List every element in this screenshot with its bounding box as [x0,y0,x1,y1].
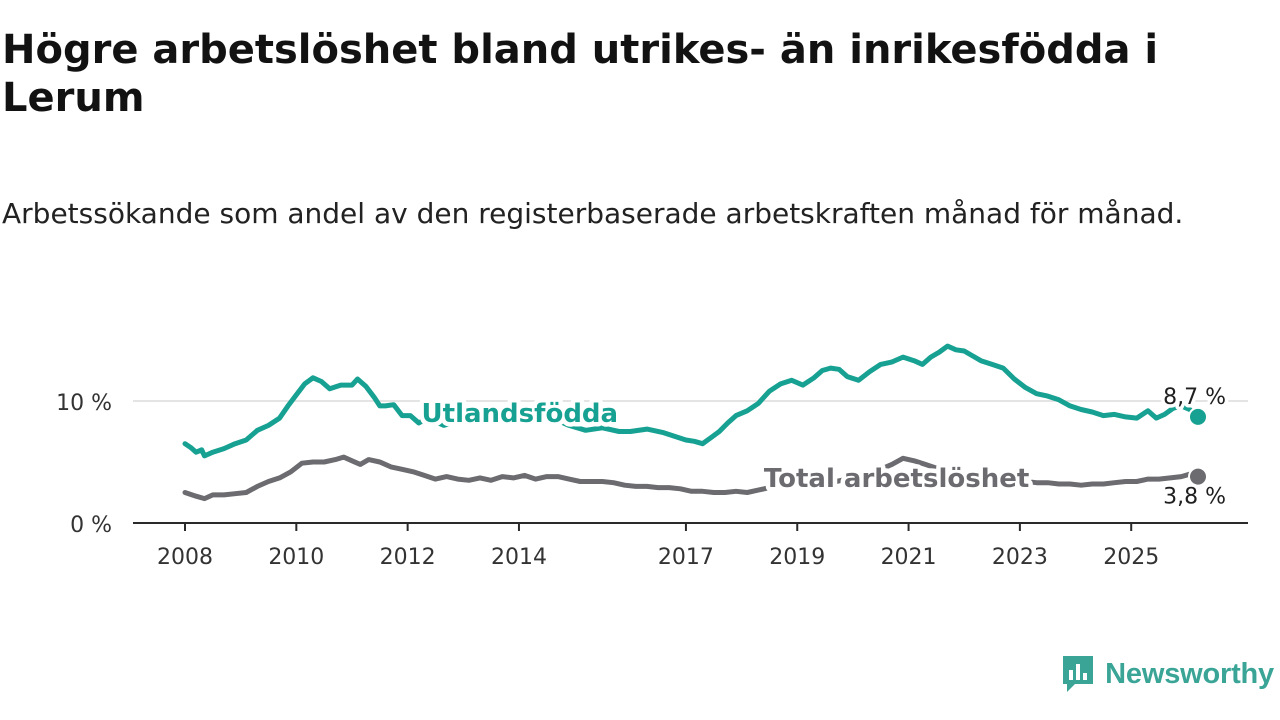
end-point-1 [1188,466,1208,487]
x-tick-label: 2017 [658,545,714,570]
end-point-0 [1188,406,1208,427]
series-line-0 [182,343,1201,459]
x-tick-label: 2012 [380,545,436,570]
x-tick-label: 2023 [992,545,1048,570]
x-tick-label: 2008 [157,545,213,570]
x-tick-label: 2010 [268,545,324,570]
chart-subtitle: Arbetssökande som andel av den registerb… [2,197,1184,230]
x-tick-label: 2019 [769,545,825,570]
series-line-1 [182,454,1201,502]
series-label-halo-1: Total arbetslöshet [764,464,1029,494]
newsworthy-logo-icon [1063,656,1094,692]
end-value-label-halo-0: 8,7 % [1163,385,1226,410]
end-value-label-0: 8,7 % [1163,385,1226,410]
brand-name: Newsworthy [1105,657,1274,690]
newsworthy-logo: Newsworthy [1061,654,1274,694]
end-value-label-halo-1: 3,8 % [1163,485,1226,510]
series-label-1: Total arbetslöshet [764,464,1029,494]
x-tick-label: 2025 [1103,545,1159,570]
y-tick-label: 10 % [56,391,112,416]
series-label-0: Utlandsfödda [422,399,619,429]
x-tick-label: 2014 [491,545,547,570]
chart-title: Högre arbetslöshet bland utrikes- än inr… [2,27,1159,121]
series-label-halo-0: Utlandsfödda [422,399,619,429]
y-tick-label: 0 % [70,513,112,538]
x-tick-label: 2021 [881,545,937,570]
end-value-label-1: 3,8 % [1163,485,1226,510]
